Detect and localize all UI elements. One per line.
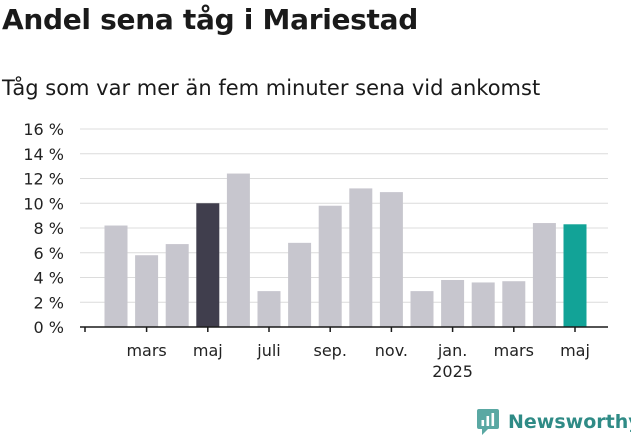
x-tick-label: sep. bbox=[313, 341, 346, 360]
bar bbox=[257, 291, 281, 327]
x-tick-label: juli bbox=[256, 341, 280, 360]
bar bbox=[196, 203, 220, 327]
bars bbox=[104, 173, 587, 327]
x-tick-label: mars bbox=[126, 341, 166, 360]
bar bbox=[288, 242, 312, 327]
bar bbox=[104, 225, 128, 327]
x-tick-label: jan. bbox=[437, 341, 467, 360]
x-tick-year-label: 2025 bbox=[432, 362, 473, 381]
bar bbox=[532, 223, 556, 327]
x-axis: mars maj juli sep. nov. jan. 2025 mars maj bbox=[80, 326, 608, 381]
bar bbox=[318, 205, 342, 327]
bar bbox=[135, 255, 159, 327]
y-tick-label: 10 % bbox=[23, 194, 64, 213]
y-tick-label: 14 % bbox=[23, 145, 64, 164]
bar bbox=[441, 279, 465, 327]
y-tick-label: 0 % bbox=[34, 318, 64, 337]
bar bbox=[563, 224, 587, 327]
y-axis-ticks: 0 % 2 % 4 % 6 % 8 % 10 % 12 % 14 % 16 % bbox=[23, 120, 64, 337]
newsworthy-logo-text: Newsworthy bbox=[508, 411, 631, 433]
chart-subtitle: Tåg som var mer än fem minuter sena vid … bbox=[2, 76, 541, 100]
y-tick-label: 8 % bbox=[34, 219, 64, 238]
grid-lines bbox=[80, 128, 608, 303]
x-tick-label: nov. bbox=[375, 341, 408, 360]
y-tick-label: 12 % bbox=[23, 170, 64, 189]
bar bbox=[471, 282, 495, 327]
newsworthy-logo-icon bbox=[477, 409, 499, 435]
x-tick-label: maj bbox=[193, 341, 223, 360]
y-tick-label: 4 % bbox=[34, 269, 64, 288]
y-tick-label: 16 % bbox=[23, 120, 64, 139]
bar bbox=[349, 188, 373, 327]
x-tick-label: mars bbox=[494, 341, 534, 360]
y-tick-label: 6 % bbox=[34, 244, 64, 263]
bar bbox=[502, 281, 526, 327]
bar bbox=[410, 291, 434, 327]
x-tick-label: maj bbox=[560, 341, 590, 360]
bar bbox=[165, 244, 189, 327]
bar bbox=[379, 192, 403, 327]
bar bbox=[226, 173, 250, 327]
newsworthy-logo: Newsworthy bbox=[476, 408, 631, 436]
chart-title: Andel sena tåg i Mariestad bbox=[2, 3, 418, 36]
y-tick-label: 2 % bbox=[34, 293, 64, 312]
